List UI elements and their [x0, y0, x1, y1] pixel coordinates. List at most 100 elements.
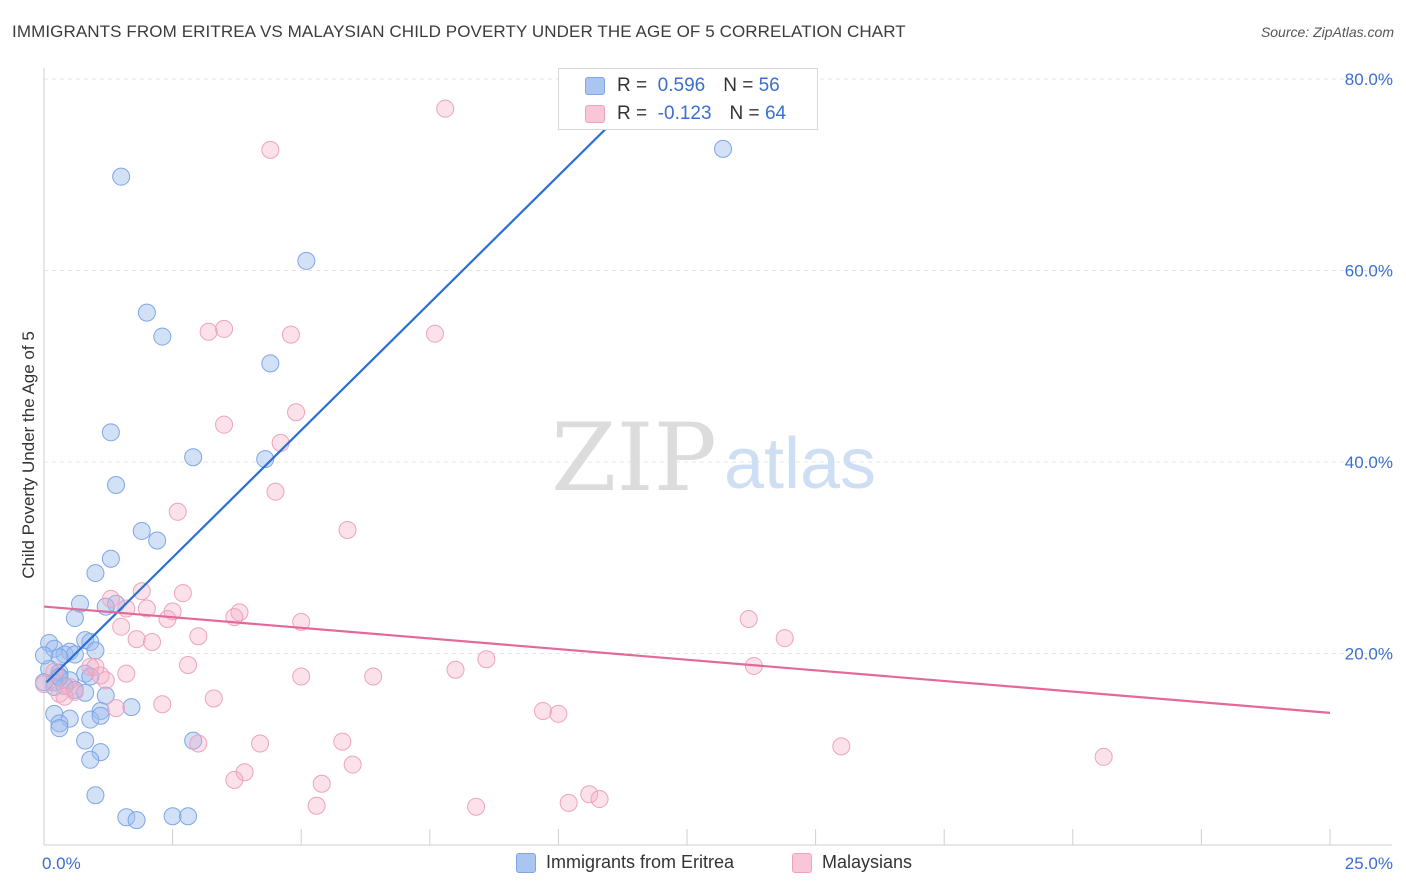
data-point-malaysians	[775, 629, 794, 648]
data-point-malaysians	[338, 520, 357, 539]
legend-r-value: -0.123	[657, 103, 712, 124]
data-point-malaysians	[153, 695, 172, 714]
legend-label-eritrea: Immigrants from Eritrea	[546, 852, 735, 872]
data-point-malaysians	[292, 612, 311, 631]
trendline-eritrea	[45, 78, 657, 684]
data-point-eritrea	[50, 663, 69, 682]
y-tick-label: 80.0%	[1345, 70, 1393, 89]
data-point-malaysians	[60, 678, 79, 697]
data-point-eritrea	[86, 641, 105, 660]
y-tick-label: 60.0%	[1345, 262, 1393, 281]
data-point-malaysians	[425, 324, 444, 343]
legend-item-malaysians: Malaysians	[792, 852, 912, 873]
data-point-malaysians	[266, 482, 285, 501]
data-point-malaysians	[832, 737, 851, 756]
data-point-malaysians	[50, 684, 69, 703]
data-point-eritrea	[101, 549, 120, 568]
data-point-eritrea	[60, 671, 79, 690]
data-point-malaysians	[333, 732, 352, 751]
watermark: ZIP atlas	[551, 404, 876, 513]
data-point-eritrea	[153, 327, 172, 346]
data-point-malaysians	[533, 701, 552, 720]
data-point-eritrea	[50, 714, 69, 733]
data-point-malaysians	[559, 793, 578, 812]
gridlines	[44, 78, 1392, 654]
legend-r-value: 0.596	[657, 75, 706, 96]
data-point-eritrea	[76, 683, 95, 702]
legend-n-value: 64	[764, 103, 787, 124]
legend-swatch-blue	[516, 852, 536, 873]
legend-n-label: N =	[729, 103, 760, 124]
data-point-malaysians	[251, 734, 270, 753]
data-point-eritrea	[714, 139, 733, 158]
data-point-malaysians	[287, 403, 306, 422]
data-point-malaysians	[86, 657, 105, 676]
data-point-malaysians	[96, 671, 115, 690]
data-point-malaysians	[364, 667, 383, 686]
data-point-eritrea	[132, 521, 151, 540]
data-point-malaysians	[199, 322, 218, 341]
data-point-malaysians	[215, 319, 234, 338]
data-point-malaysians	[127, 630, 146, 649]
data-point-eritrea	[45, 639, 64, 658]
data-point-malaysians	[467, 797, 486, 816]
data-point-eritrea	[137, 303, 156, 322]
data-point-malaysians	[168, 502, 187, 521]
legend-n-value: 56	[758, 75, 780, 96]
data-point-malaysians	[112, 617, 131, 636]
data-point-malaysians	[225, 770, 244, 789]
data-point-malaysians	[204, 689, 223, 708]
data-point-malaysians	[107, 699, 126, 718]
data-point-malaysians	[477, 650, 496, 669]
data-point-eritrea	[179, 807, 198, 826]
data-point-eritrea	[297, 251, 316, 270]
data-point-eritrea	[86, 786, 105, 805]
trendline-malaysians	[43, 605, 1331, 714]
data-point-eritrea	[117, 808, 136, 827]
data-point-malaysians	[189, 734, 208, 753]
data-point-eritrea	[81, 667, 100, 686]
data-point-eritrea	[50, 719, 69, 738]
data-point-eritrea	[107, 475, 126, 494]
data-point-malaysians	[230, 603, 249, 622]
data-point-eritrea	[81, 710, 100, 729]
data-point-malaysians	[101, 589, 120, 608]
data-point-malaysians	[436, 99, 455, 118]
chart-title: IMMIGRANTS FROM ERITREA VS MALAYSIAN CHI…	[12, 22, 906, 41]
data-point-malaysians	[215, 415, 234, 434]
data-point-eritrea	[65, 609, 84, 628]
data-point-malaysians	[91, 666, 110, 685]
data-point-malaysians	[143, 633, 162, 652]
data-point-malaysians	[446, 660, 465, 679]
data-point-eritrea	[184, 731, 203, 750]
data-point-malaysians	[45, 662, 64, 681]
data-point-eritrea	[91, 706, 110, 725]
data-point-malaysians	[549, 704, 568, 723]
legend-swatch-pink	[585, 105, 605, 123]
legend-n-label: N =	[723, 75, 754, 96]
source-credit: Source: ZipAtlas.com	[1260, 24, 1394, 40]
trendlines	[43, 78, 1331, 714]
data-point-eritrea	[50, 648, 69, 667]
data-point-eritrea	[91, 743, 110, 762]
data-point-malaysians	[1094, 747, 1113, 766]
legend-swatch-blue	[585, 77, 605, 95]
correlation-legend: R = 0.596 N = 56 R = -0.123 N = 64	[558, 68, 818, 130]
legend-row-eritrea: R = 0.596 N = 56	[585, 75, 780, 97]
series-malaysians-points	[35, 99, 1113, 816]
x-tick-label: 0.0%	[42, 854, 81, 873]
data-point-malaysians	[189, 627, 208, 646]
data-point-malaysians	[307, 796, 326, 815]
data-point-eritrea	[76, 731, 95, 750]
data-point-malaysians	[132, 582, 151, 601]
data-point-eritrea	[122, 698, 141, 717]
data-point-eritrea	[81, 633, 100, 652]
data-point-eritrea	[127, 811, 146, 830]
legend-r-label: R =	[617, 75, 648, 96]
data-point-malaysians	[261, 140, 280, 159]
x-tick-label: 25.0%	[1345, 854, 1393, 873]
watermark-zip: ZIP	[551, 404, 717, 513]
data-point-malaysians	[173, 584, 192, 603]
data-point-eritrea	[112, 167, 131, 186]
data-point-malaysians	[312, 774, 331, 793]
